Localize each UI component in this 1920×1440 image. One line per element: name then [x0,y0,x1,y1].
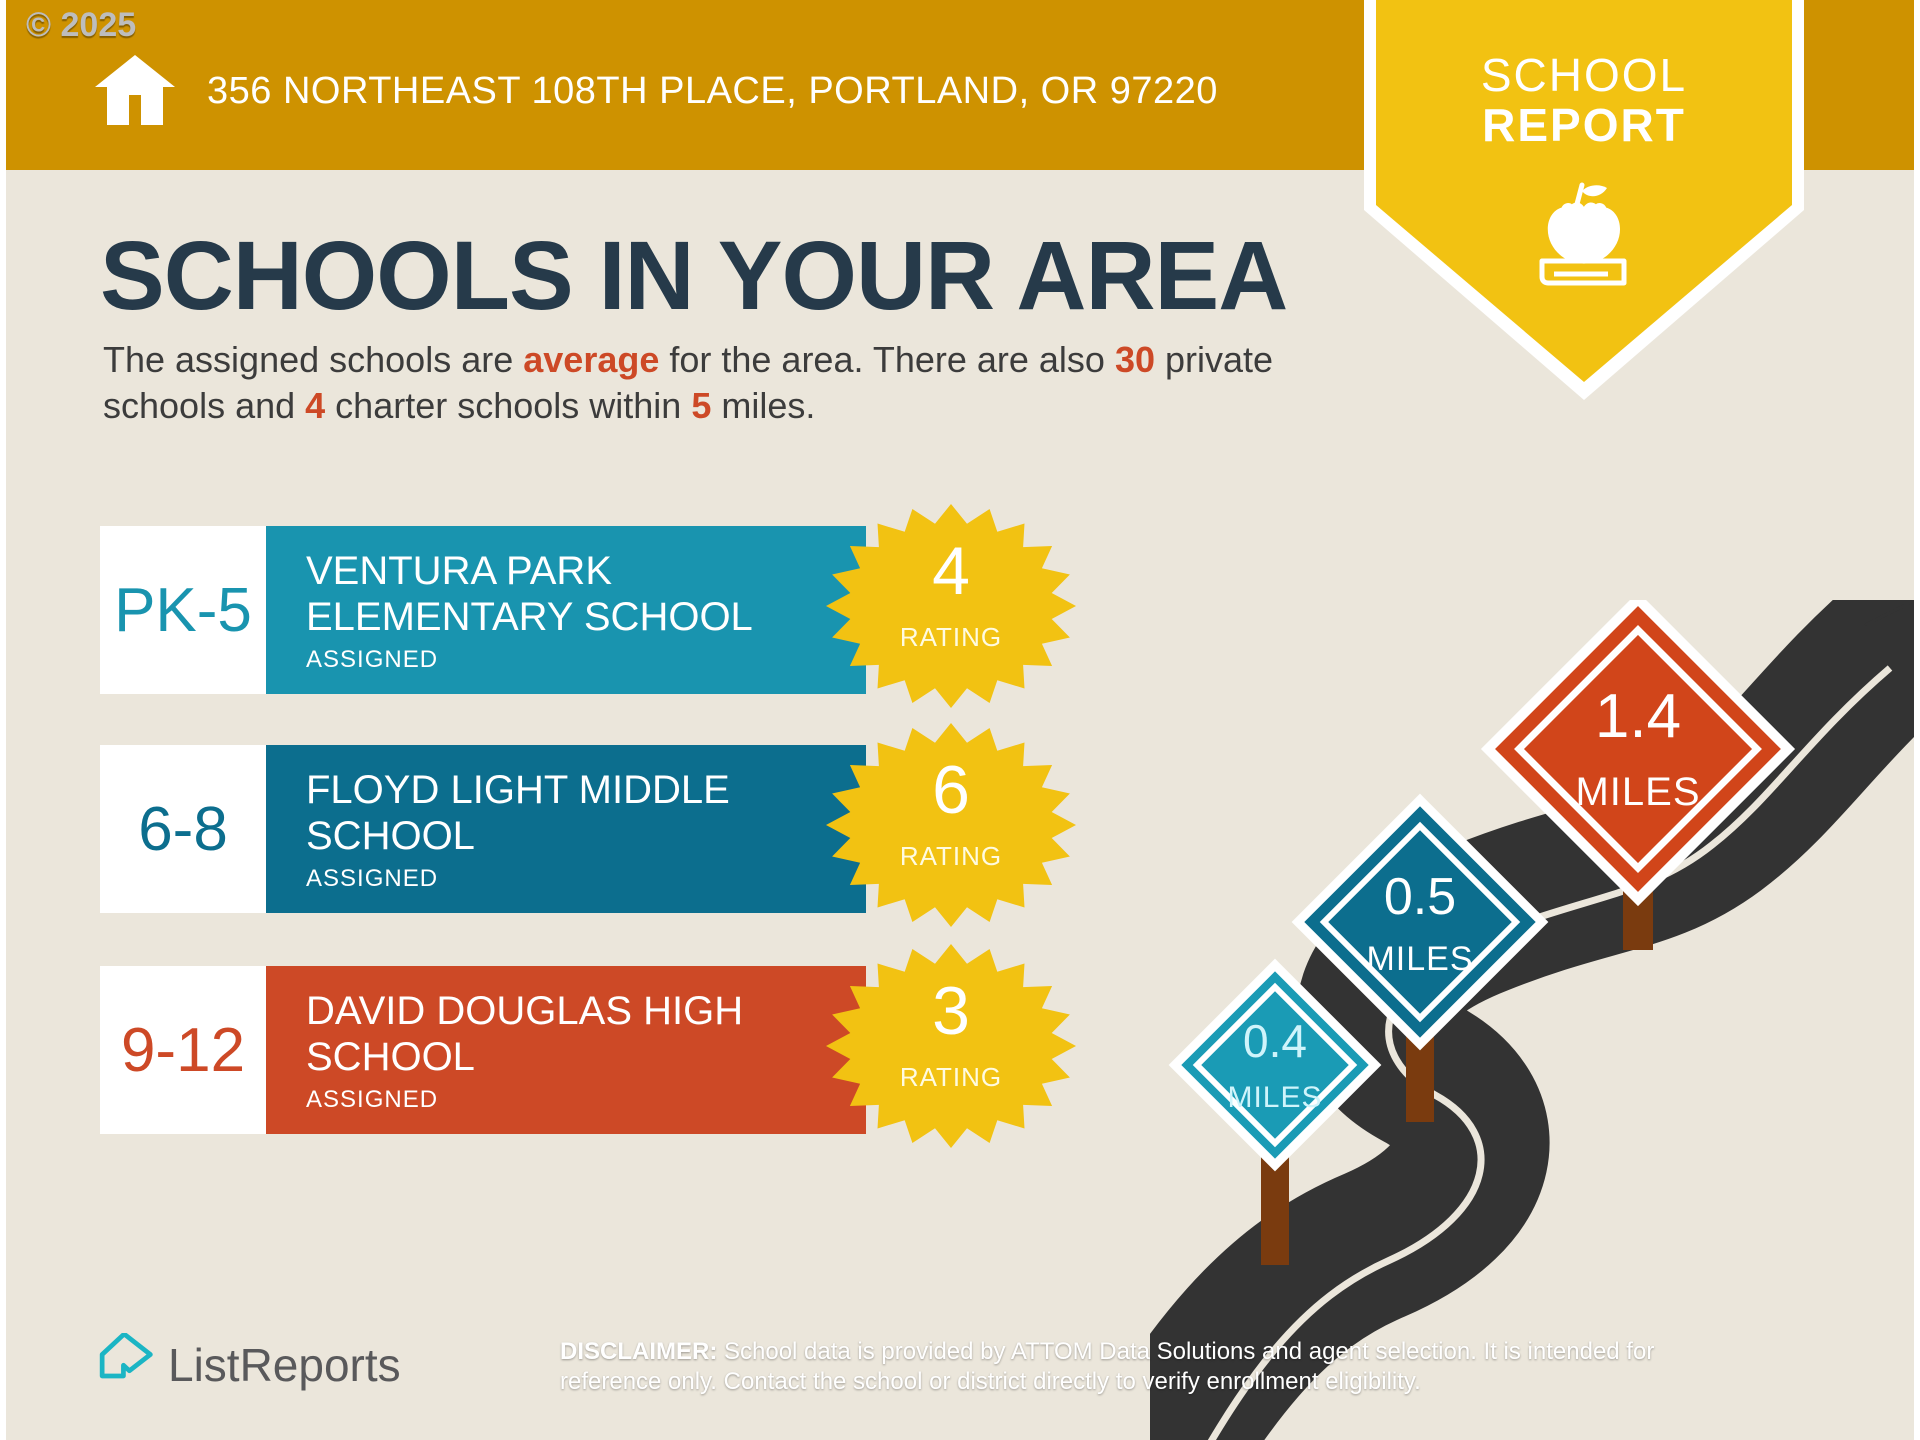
svg-text:MILES: MILES [1366,940,1473,978]
svg-text:1.4: 1.4 [1595,682,1681,751]
svg-text:0.4: 0.4 [1243,1015,1307,1067]
svg-text:MILES: MILES [1227,1081,1322,1114]
svg-text:0.5: 0.5 [1384,868,1456,926]
svg-text:MILES: MILES [1575,770,1700,814]
